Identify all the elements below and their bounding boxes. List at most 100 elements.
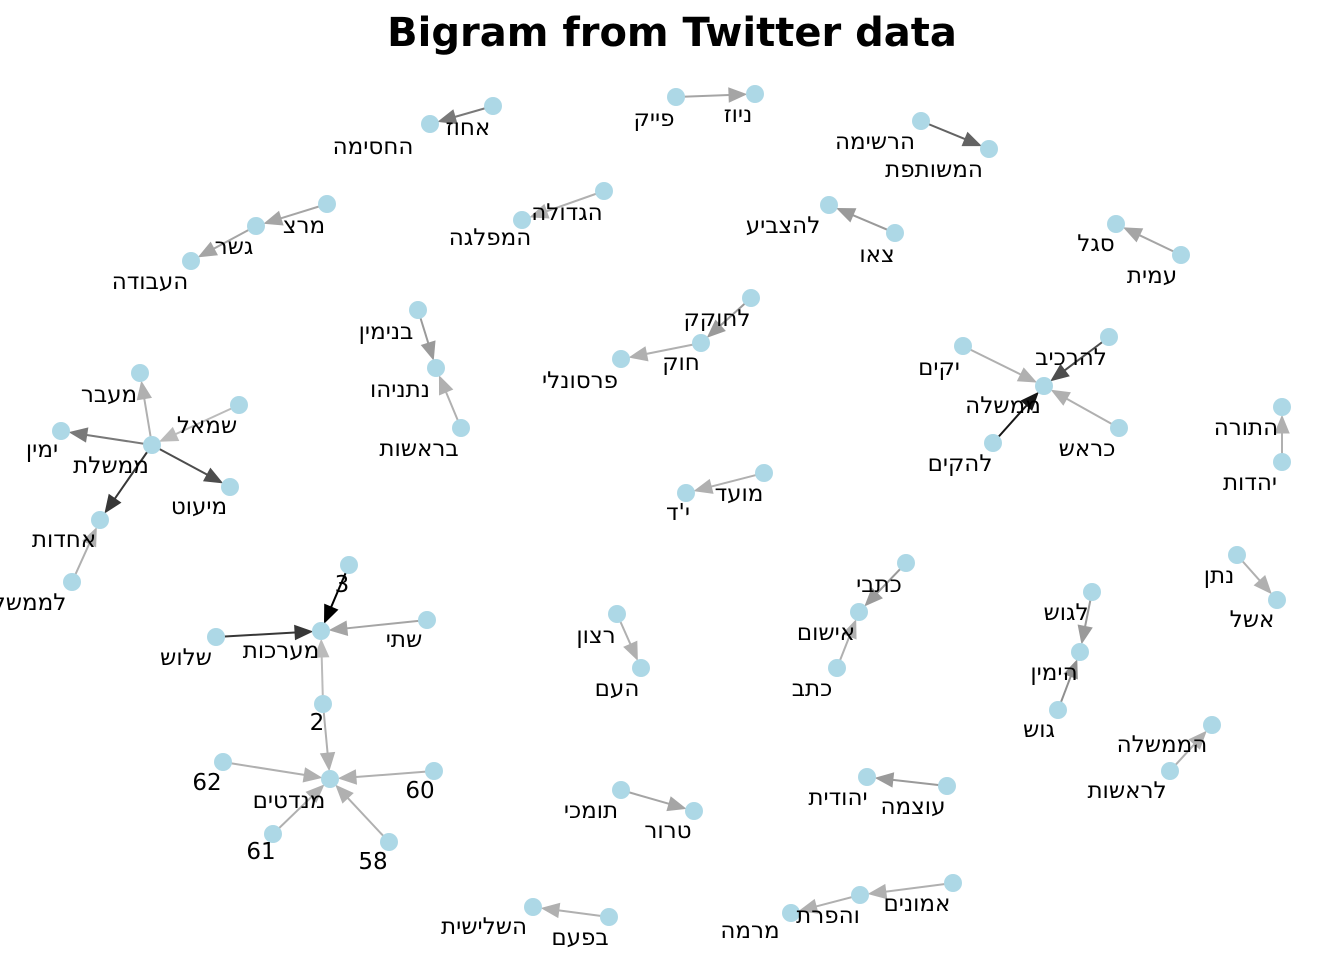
node-label-n24: ממשלה — [965, 393, 1041, 419]
node-n68 — [600, 908, 618, 926]
node-n7 — [318, 195, 336, 213]
edge-arrowhead — [202, 467, 224, 484]
node-n26 — [984, 434, 1002, 452]
edge-arrowhead — [623, 640, 638, 661]
node-label-n64: אמונים — [884, 891, 951, 917]
node-n20 — [692, 334, 710, 352]
edge-arrowhead — [529, 203, 550, 219]
edge-arrowhead — [420, 340, 436, 361]
node-n36 — [755, 464, 773, 482]
edge-arrowhead — [540, 902, 561, 919]
node-label-n20: חוק — [662, 350, 700, 376]
node-label-n14: סגל — [1077, 231, 1114, 257]
node-label-n55: גוש — [1023, 717, 1055, 743]
node-n2 — [421, 115, 439, 133]
edge-n3-n4 — [675, 87, 748, 103]
node-label-n22: יקים — [918, 355, 960, 381]
node-label-n49: העם — [595, 676, 640, 702]
node-label-n4: ניוז — [724, 102, 753, 128]
node-label-n56: נתן — [1204, 563, 1235, 589]
node-label-n33: מיעוט — [171, 494, 227, 520]
edge-arrowhead — [693, 478, 714, 494]
edge-n13-n12 — [836, 208, 896, 234]
node-n47 — [380, 833, 398, 851]
edge-line — [175, 404, 240, 436]
edge-arrowhead — [1077, 624, 1093, 645]
node-n61 — [685, 802, 703, 820]
edge-arrowhead — [842, 619, 857, 640]
node-n58 — [1203, 716, 1221, 734]
node-n21 — [612, 350, 630, 368]
node-label-n12: להצביע — [746, 213, 821, 239]
node-label-n47: 58 — [358, 849, 387, 875]
node-label-n13: צאו — [859, 242, 894, 268]
edge-arrowhead — [136, 380, 152, 401]
node-label-n21: פרסונלי — [542, 368, 618, 394]
edge-arrowhead — [1274, 414, 1290, 434]
node-n32 — [143, 436, 161, 454]
node-n43 — [214, 753, 232, 771]
node-label-n61: טרור — [644, 818, 691, 844]
edge-arrowhead — [305, 784, 325, 803]
node-label-n15: עמית — [1127, 263, 1177, 289]
node-label-n26: להקים — [928, 451, 993, 477]
node-label-n65: והפרת — [796, 903, 860, 929]
edge-n68-n67 — [540, 902, 610, 919]
edge-line — [1066, 397, 1120, 429]
edge-n64-n65 — [867, 882, 954, 900]
edge-line — [546, 190, 605, 213]
edge-arrowhead — [1188, 730, 1207, 750]
node-n15 — [1172, 246, 1190, 264]
edge-line — [347, 797, 390, 843]
node-label-n60: תומכי — [564, 798, 618, 824]
node-label-n2: החסימה — [333, 134, 414, 160]
node-n30 — [230, 396, 248, 414]
node-label-n30: שמאל — [177, 413, 237, 439]
edge-arrowhead — [68, 427, 89, 443]
node-n54 — [1071, 643, 1089, 661]
edge-n15-n14 — [1122, 227, 1182, 256]
node-n42 — [314, 695, 332, 713]
node-label-n25: כראש — [1059, 436, 1116, 462]
edge-line — [885, 882, 954, 893]
node-n46 — [264, 825, 282, 843]
edge-arrowhead — [867, 883, 888, 900]
edge-n23-n24 — [1050, 336, 1110, 382]
node-label-n31: ימין — [26, 437, 58, 463]
node-label-n62: יהודית — [808, 785, 867, 811]
node-n1 — [484, 97, 502, 115]
node-n14 — [1107, 215, 1125, 233]
node-label-n23: להרכיב — [1035, 345, 1107, 371]
node-label-n59: לראשות — [1087, 778, 1166, 804]
edge-line — [222, 761, 305, 776]
edge-arrowhead — [437, 109, 458, 125]
node-label-n36: מועד — [715, 481, 764, 507]
edge-arrowhead — [328, 620, 349, 636]
node-n39 — [418, 611, 436, 629]
node-label-n52: כתב — [792, 676, 833, 702]
edge-arrowhead — [337, 769, 358, 785]
edge-n32-n33 — [151, 444, 224, 484]
edge-line — [86, 433, 153, 446]
node-n24 — [1035, 377, 1053, 395]
node-label-n18: בראשות — [379, 436, 458, 462]
node-label-n66: מרמה — [720, 918, 779, 944]
edge-n20-n21 — [628, 342, 702, 362]
node-label-n48: רצון — [576, 623, 615, 649]
edge-n63-n62 — [874, 772, 948, 788]
node-label-n54: הימין — [1030, 660, 1077, 686]
node-label-n38: 3 — [335, 572, 350, 598]
node-label-n19: לחוקק — [683, 306, 750, 332]
edge-arrowhead — [666, 796, 687, 812]
edge-line — [646, 342, 702, 355]
node-n53 — [1083, 583, 1101, 601]
edge-arrowhead — [104, 493, 122, 514]
edge-line — [1064, 336, 1110, 372]
node-n50 — [897, 554, 915, 572]
node-label-n57: אשל — [1230, 607, 1275, 633]
node-n56 — [1228, 546, 1246, 564]
node-label-n50: כתבי — [856, 572, 902, 598]
node-n10 — [595, 182, 613, 200]
